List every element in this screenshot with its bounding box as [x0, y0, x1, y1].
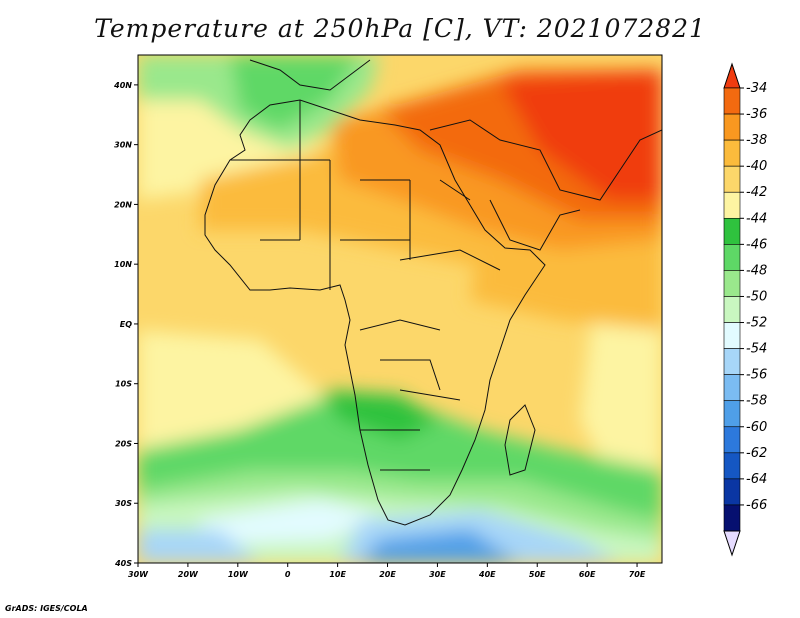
colorbar-level-label: -40 — [746, 159, 767, 174]
map-frame — [137, 54, 663, 564]
colorbar-level-label: -60 — [746, 420, 767, 435]
colorbar-level-label: -50 — [746, 289, 767, 304]
colorbar-box — [723, 348, 741, 375]
colorbar-box — [723, 504, 741, 532]
lon-tick-label: 0 — [285, 570, 291, 579]
colorbar-box — [723, 296, 741, 323]
grads-credit: GrADS: IGES/COLA — [5, 604, 88, 613]
colorbar-box — [723, 452, 741, 480]
colorbar-box — [723, 165, 741, 193]
lat-tick-label: 40S — [114, 559, 132, 568]
lon-tick-label: 70E — [629, 570, 646, 579]
lat-tick-label: 20S — [115, 439, 132, 448]
colorbar-level-label: -46 — [746, 237, 767, 252]
colorbar-level-label: -56 — [746, 368, 767, 383]
lon-tick-label: 60E — [579, 570, 596, 579]
colorbar-level-label: -48 — [746, 263, 767, 278]
colorbar-box — [723, 113, 741, 141]
longitude-axis: 30W 20W 10W 0 10E 20E 30E 40E 50E 60E 70E — [128, 563, 646, 579]
colorbar-top-arrow — [723, 62, 741, 89]
latitude-axis: 40N 30N 20N 10N EQ 10S 20S 30S 40S — [113, 81, 138, 568]
lon-tick-label: 20E — [379, 570, 396, 579]
colorbar-level-label: -38 — [746, 133, 767, 148]
lat-tick-label: 30N — [114, 141, 132, 150]
colorbar-box — [723, 374, 741, 402]
lat-tick-label: 10N — [114, 260, 132, 269]
colorbar-box — [723, 270, 741, 297]
lon-tick-label: 40E — [478, 570, 496, 579]
lat-tick-label: 40N — [113, 81, 132, 90]
colorbar-box — [723, 478, 741, 506]
lon-tick-label: 30E — [429, 570, 446, 579]
colorbar-level-label: -34 — [746, 81, 767, 96]
colorbar-level-label: -64 — [746, 472, 767, 487]
lat-tick-label: 30S — [115, 499, 132, 508]
colorbar-level-label: -54 — [746, 342, 767, 357]
map-title: Temperature at 250hPa [C], VT: 202107282… — [94, 14, 706, 43]
lon-tick-label: 50E — [529, 570, 546, 579]
colorbar-level-label: -52 — [746, 316, 767, 331]
colorbar-level-label: -66 — [746, 498, 767, 513]
coastlines — [204, 59, 662, 526]
colorbar-box — [723, 139, 741, 167]
colorbar-box — [723, 322, 741, 349]
lon-tick-label: 20W — [178, 570, 199, 579]
colorbar-box — [723, 244, 741, 271]
colorbar-level-label: -42 — [746, 185, 767, 200]
colorbar-level-label: -62 — [746, 446, 767, 461]
lon-tick-label: 10W — [228, 570, 249, 579]
lat-tick-label: 20N — [114, 200, 132, 209]
colorbar-box — [723, 191, 741, 219]
lon-tick-label: 30W — [128, 570, 149, 579]
colorbar-box — [723, 400, 741, 428]
colorbar-box — [723, 426, 741, 454]
colorbar-legend: -34 -36 -38 -40 -42 -44 -46 -48 -50 -52 -54 -56 -58 -… — [723, 62, 767, 557]
colorbar-level-label: -58 — [746, 394, 767, 409]
lat-tick-label: 10S — [115, 380, 132, 389]
temperature-field — [138, 55, 662, 563]
colorbar-bottom-arrow — [723, 530, 741, 557]
lat-tick-label: EQ — [120, 320, 132, 329]
colorbar-box — [723, 87, 741, 115]
colorbar-level-label: -36 — [746, 107, 767, 122]
lon-tick-label: 10E — [329, 570, 346, 579]
colorbar-level-label: -44 — [746, 211, 767, 226]
colorbar-box — [723, 217, 741, 245]
